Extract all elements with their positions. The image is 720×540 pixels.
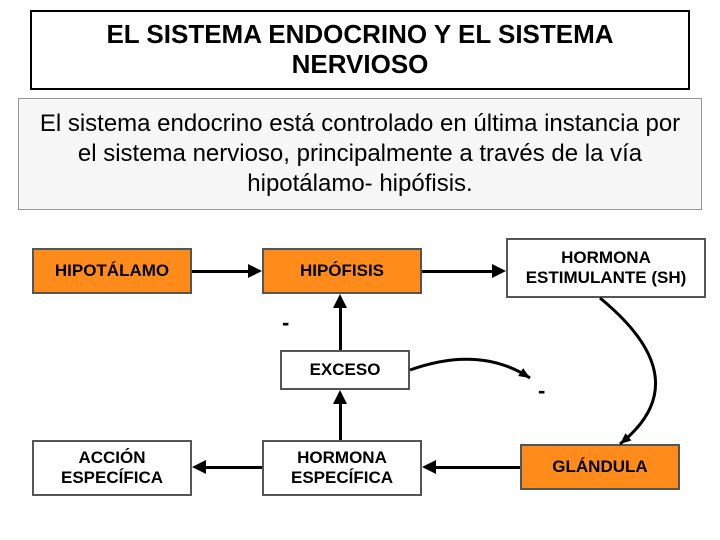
curve-exceso-to-minus [0, 0, 720, 540]
